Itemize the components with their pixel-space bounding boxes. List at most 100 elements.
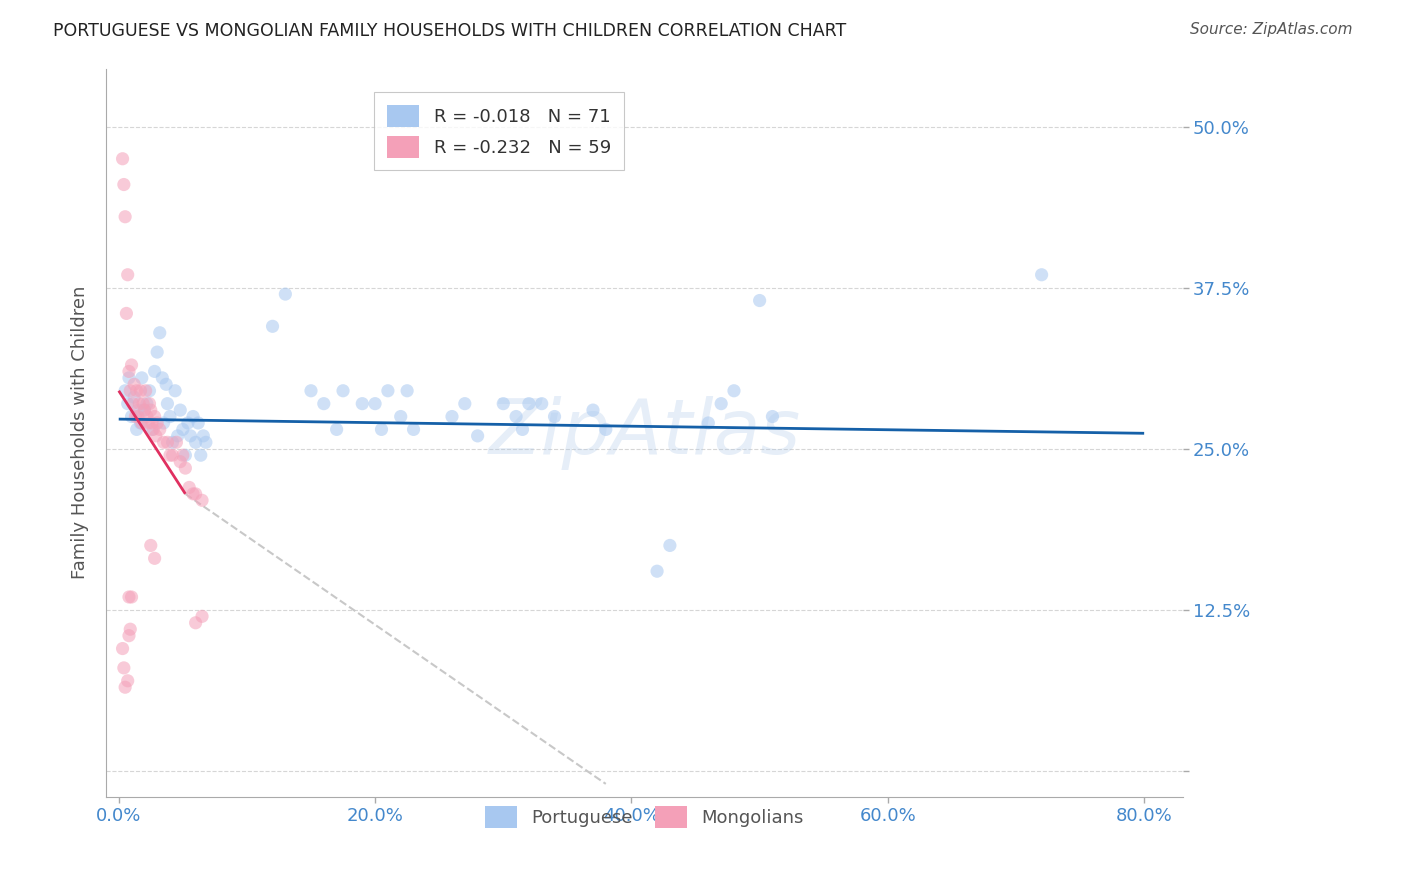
Point: [114, 680, 136, 694]
Point: [1031, 268, 1053, 282]
Point: [169, 403, 191, 417]
Point: [111, 152, 134, 166]
Point: [128, 397, 150, 411]
Point: [440, 409, 463, 424]
Point: [152, 416, 174, 430]
Y-axis label: Family Households with Children: Family Households with Children: [72, 286, 89, 579]
Point: [121, 358, 143, 372]
Point: [332, 384, 354, 398]
Point: [184, 435, 207, 450]
Point: [364, 397, 387, 411]
Point: [120, 622, 142, 636]
Point: [142, 422, 165, 436]
Point: [121, 397, 143, 411]
Point: [127, 403, 149, 417]
Point: [645, 564, 668, 578]
Point: [149, 422, 172, 436]
Point: [118, 371, 141, 385]
Point: [141, 416, 163, 430]
Point: [118, 629, 141, 643]
Point: [143, 409, 166, 424]
Point: [352, 397, 374, 411]
Point: [150, 371, 173, 385]
Point: [115, 306, 138, 320]
Point: [112, 661, 135, 675]
Point: [117, 268, 139, 282]
Point: [467, 429, 489, 443]
Point: [190, 448, 212, 462]
Point: [492, 397, 515, 411]
Point: [131, 416, 153, 430]
Point: [156, 397, 179, 411]
Point: [117, 397, 139, 411]
Point: [159, 409, 181, 424]
Point: [193, 429, 215, 443]
Point: [262, 319, 284, 334]
Point: [129, 384, 152, 398]
Text: Source: ZipAtlas.com: Source: ZipAtlas.com: [1189, 22, 1353, 37]
Point: [162, 435, 184, 450]
Point: [139, 403, 162, 417]
Point: [145, 429, 167, 443]
Point: [697, 416, 720, 430]
Point: [146, 345, 169, 359]
Point: [136, 416, 159, 430]
Point: [138, 397, 160, 411]
Point: [389, 409, 412, 424]
Point: [174, 461, 197, 475]
Point: [377, 384, 399, 398]
Legend: Portuguese, Mongolians: Portuguese, Mongolians: [477, 798, 811, 835]
Point: [131, 371, 153, 385]
Point: [187, 416, 209, 430]
Point: [138, 384, 160, 398]
Point: [595, 422, 617, 436]
Point: [179, 480, 201, 494]
Point: [135, 397, 157, 411]
Point: [143, 551, 166, 566]
Point: [120, 384, 142, 398]
Point: [184, 615, 207, 630]
Point: [181, 409, 204, 424]
Point: [159, 448, 181, 462]
Point: [761, 409, 783, 424]
Point: [166, 429, 188, 443]
Point: [141, 422, 163, 436]
Point: [402, 422, 425, 436]
Point: [125, 384, 148, 398]
Point: [184, 487, 207, 501]
Point: [118, 590, 141, 604]
Point: [370, 422, 392, 436]
Point: [146, 416, 169, 430]
Point: [165, 384, 187, 398]
Point: [143, 364, 166, 378]
Point: [121, 590, 143, 604]
Point: [156, 435, 179, 450]
Point: [149, 326, 172, 340]
Point: [111, 641, 134, 656]
Point: [312, 397, 335, 411]
Point: [135, 409, 157, 424]
Point: [124, 409, 146, 424]
Point: [172, 448, 194, 462]
Point: [127, 409, 149, 424]
Point: [191, 609, 214, 624]
Point: [122, 377, 145, 392]
Point: [177, 416, 200, 430]
Point: [155, 377, 177, 392]
Point: [162, 448, 184, 462]
Point: [505, 409, 527, 424]
Point: [325, 422, 347, 436]
Point: [191, 493, 214, 508]
Point: [179, 429, 201, 443]
Text: PORTUGUESE VS MONGOLIAN FAMILY HOUSEHOLDS WITH CHILDREN CORRELATION CHART: PORTUGUESE VS MONGOLIAN FAMILY HOUSEHOLD…: [53, 22, 846, 40]
Point: [512, 422, 534, 436]
Point: [582, 403, 605, 417]
Point: [134, 403, 156, 417]
Point: [152, 435, 174, 450]
Point: [181, 487, 204, 501]
Point: [710, 397, 733, 411]
Point: [122, 390, 145, 404]
Point: [135, 384, 157, 398]
Point: [132, 397, 155, 411]
Point: [299, 384, 322, 398]
